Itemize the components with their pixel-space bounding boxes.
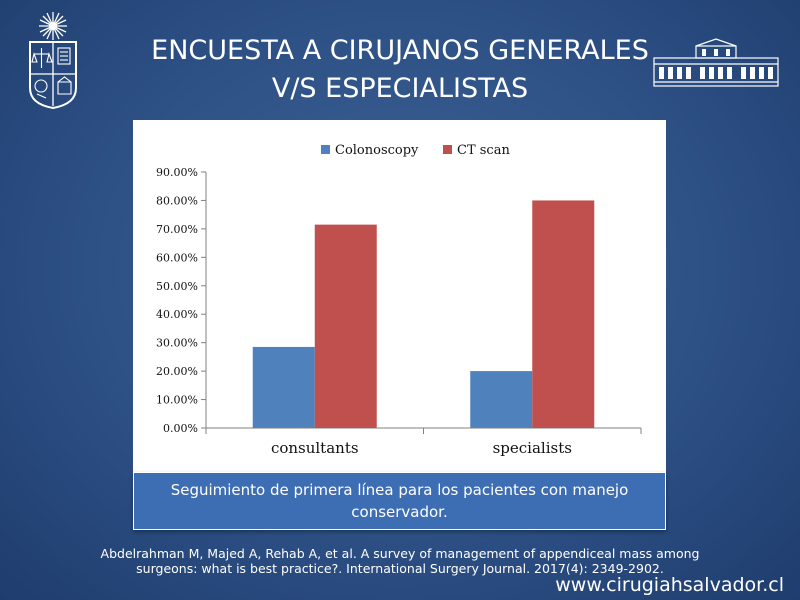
legend-label-colonoscopy: Colonoscopy bbox=[335, 143, 419, 158]
bar-ct-scan-consultants bbox=[314, 224, 377, 428]
y-tick-label: 50.00% bbox=[156, 280, 198, 293]
title-line-2: V/S ESPECIALISTAS bbox=[271, 73, 529, 104]
caption-box: Seguimiento de primera línea para los pa… bbox=[133, 472, 666, 530]
chart-panel: Colonoscopy CT scan 0.00% 10.00% 20.00% 30.0… bbox=[133, 120, 666, 475]
y-tick-label: 70.00% bbox=[156, 223, 198, 236]
caption-text: Seguimiento de primera línea para los pa… bbox=[170, 481, 629, 521]
reference-line-2: surgeons: what is best practice?. Intern… bbox=[136, 561, 664, 576]
y-tick-label: 10.00% bbox=[156, 394, 198, 407]
legend: Colonoscopy CT scan bbox=[321, 143, 510, 158]
bar-chart: Colonoscopy CT scan 0.00% 10.00% 20.00% 30.0… bbox=[156, 143, 642, 457]
legend-swatch-ct-scan bbox=[443, 145, 452, 154]
legend-label-ct-scan: CT scan bbox=[457, 143, 510, 158]
y-tick-label: 30.00% bbox=[156, 337, 198, 350]
y-tick-label: 90.00% bbox=[156, 166, 198, 179]
slide-title: ENCUESTA A CIRUJANOS GENERALES V/S ESPEC… bbox=[100, 32, 700, 108]
reference-line-1: Abdelrahman M, Majed A, Rehab A, et al. … bbox=[100, 546, 700, 561]
bar-colonoscopy-consultants bbox=[252, 346, 315, 428]
y-tick-label: 20.00% bbox=[156, 365, 198, 378]
x-tick-label: specialists bbox=[493, 439, 572, 457]
reference-citation: Abdelrahman M, Majed A, Rehab A, et al. … bbox=[40, 546, 760, 576]
y-tick-label: 80.00% bbox=[156, 194, 198, 207]
university-seal-logo bbox=[24, 10, 82, 110]
building-facade-logo bbox=[652, 38, 780, 88]
bar-colonoscopy-specialists bbox=[470, 371, 533, 428]
website-url[interactable]: www.cirugiahsalvador.cl bbox=[555, 574, 784, 596]
bars bbox=[252, 200, 595, 428]
legend-swatch-colonoscopy bbox=[321, 145, 330, 154]
title-line-1: ENCUESTA A CIRUJANOS GENERALES bbox=[151, 35, 649, 66]
y-tick-label: 0.00% bbox=[163, 422, 198, 435]
x-tick-label: consultants bbox=[271, 439, 359, 457]
y-tick-label: 60.00% bbox=[156, 251, 198, 264]
y-tick-label: 40.00% bbox=[156, 308, 198, 321]
bar-ct-scan-specialists bbox=[532, 200, 595, 428]
